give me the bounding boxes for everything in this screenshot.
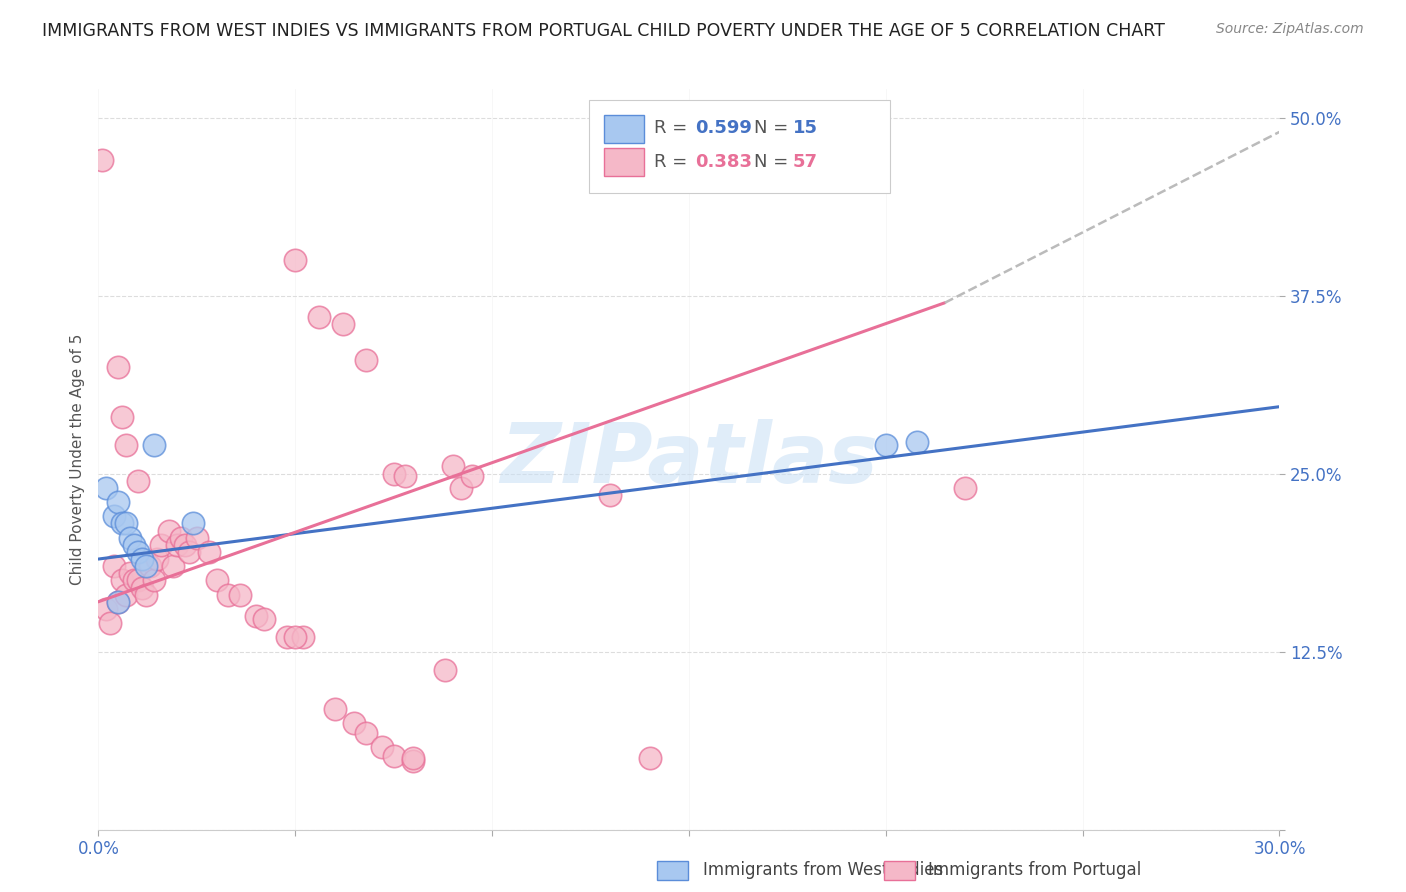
Point xyxy=(135,559,157,574)
Point xyxy=(131,552,153,566)
Point xyxy=(142,438,165,452)
Point xyxy=(127,545,149,559)
Text: Source: ZipAtlas.com: Source: ZipAtlas.com xyxy=(1216,22,1364,37)
Point xyxy=(394,469,416,483)
Point xyxy=(111,516,134,531)
Point xyxy=(402,754,425,768)
Text: IMMIGRANTS FROM WEST INDIES VS IMMIGRANTS FROM PORTUGAL CHILD POVERTY UNDER THE : IMMIGRANTS FROM WEST INDIES VS IMMIGRANT… xyxy=(42,22,1166,40)
Point xyxy=(118,531,141,545)
Point xyxy=(96,481,118,495)
Point xyxy=(953,481,976,495)
Point xyxy=(181,516,204,531)
Text: N =: N = xyxy=(754,153,794,170)
Point xyxy=(402,751,425,765)
Text: 57: 57 xyxy=(793,153,818,170)
Point xyxy=(382,748,405,763)
Point xyxy=(371,739,394,754)
Point xyxy=(284,253,307,268)
Point xyxy=(157,524,180,538)
Text: R =: R = xyxy=(654,153,693,170)
Point xyxy=(284,631,307,645)
Text: 0.599: 0.599 xyxy=(695,120,752,137)
Point xyxy=(118,566,141,581)
Point xyxy=(332,317,354,331)
Point xyxy=(245,609,267,624)
Point xyxy=(98,616,121,631)
Point xyxy=(115,516,138,531)
Text: 15: 15 xyxy=(793,120,818,137)
Point xyxy=(186,531,208,545)
Point xyxy=(150,538,173,552)
Text: R =: R = xyxy=(654,120,693,137)
Text: 0.383: 0.383 xyxy=(695,153,752,170)
Point xyxy=(292,631,315,645)
Point xyxy=(107,595,129,609)
Point xyxy=(107,495,129,509)
Point xyxy=(354,725,377,739)
Point xyxy=(461,469,484,483)
Point xyxy=(166,538,188,552)
Text: Immigrants from Portugal: Immigrants from Portugal xyxy=(928,861,1142,879)
Point xyxy=(135,588,157,602)
Point xyxy=(441,459,464,474)
Point xyxy=(103,559,125,574)
Text: ZIPatlas: ZIPatlas xyxy=(501,419,877,500)
Point xyxy=(131,581,153,595)
Point xyxy=(138,559,160,574)
Point xyxy=(170,531,193,545)
Point xyxy=(177,545,200,559)
Point xyxy=(197,545,219,559)
Point xyxy=(103,509,125,524)
Point xyxy=(91,153,114,168)
Point xyxy=(433,663,456,677)
Point xyxy=(127,574,149,588)
Point xyxy=(115,588,138,602)
Text: Immigrants from West Indies: Immigrants from West Indies xyxy=(703,861,943,879)
Text: N =: N = xyxy=(754,120,794,137)
Point xyxy=(205,574,228,588)
Point xyxy=(253,612,276,626)
Point xyxy=(354,352,377,367)
Point xyxy=(174,538,197,552)
FancyBboxPatch shape xyxy=(589,100,890,193)
Point xyxy=(127,474,149,488)
Point xyxy=(875,438,897,452)
Point xyxy=(107,595,129,609)
Point xyxy=(308,310,330,324)
Point xyxy=(146,552,169,566)
Point xyxy=(122,574,145,588)
Point xyxy=(276,631,298,645)
Point xyxy=(107,359,129,374)
Point xyxy=(111,574,134,588)
Point xyxy=(382,467,405,481)
Point xyxy=(111,409,134,424)
Point xyxy=(638,751,661,765)
Point xyxy=(96,602,118,616)
FancyBboxPatch shape xyxy=(605,115,644,143)
Point xyxy=(599,488,621,502)
Point xyxy=(122,538,145,552)
Point xyxy=(115,438,138,452)
Point xyxy=(142,574,165,588)
Point xyxy=(905,435,928,450)
Point xyxy=(217,588,239,602)
FancyBboxPatch shape xyxy=(605,148,644,176)
Point xyxy=(162,559,184,574)
Point xyxy=(343,715,366,730)
Point xyxy=(450,481,472,495)
Point xyxy=(229,588,252,602)
Y-axis label: Child Poverty Under the Age of 5: Child Poverty Under the Age of 5 xyxy=(69,334,84,585)
Point xyxy=(323,701,346,715)
